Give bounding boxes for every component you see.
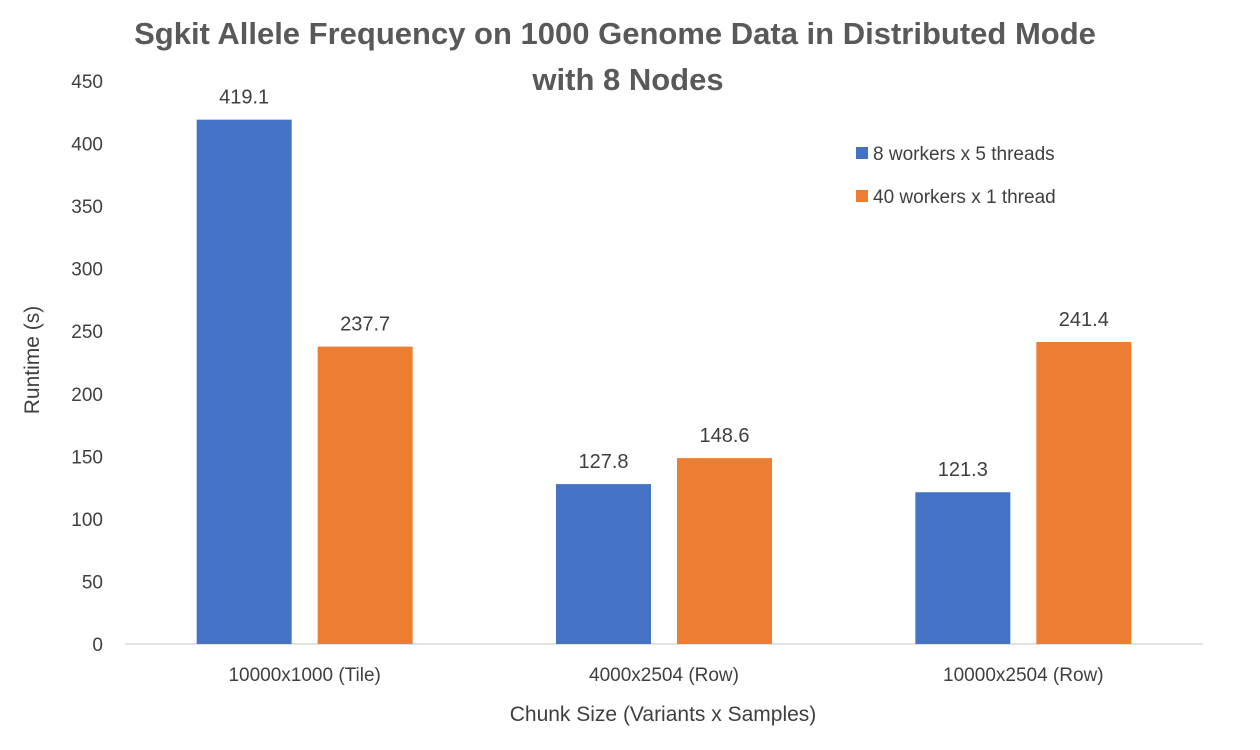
chart-title-line-2: with 8 Nodes bbox=[531, 62, 723, 97]
legend-swatch bbox=[856, 190, 868, 202]
y-tick-label: 400 bbox=[71, 135, 103, 156]
y-tick-label: 300 bbox=[71, 260, 103, 281]
y-tick-label: 450 bbox=[71, 72, 103, 93]
y-tick-label: 200 bbox=[71, 385, 103, 406]
bar bbox=[915, 492, 1011, 644]
bar bbox=[196, 119, 292, 645]
y-tick-label: 150 bbox=[71, 447, 103, 468]
x-tick-label: 10000x1000 (Tile) bbox=[228, 665, 380, 686]
y-tick-label: 350 bbox=[71, 197, 103, 218]
y-axis-title: Runtime (s) bbox=[21, 306, 44, 415]
bar bbox=[677, 458, 772, 644]
chart-title: Sgkit Allele Frequency on 1000 Genome Da… bbox=[134, 16, 1096, 97]
data-label: 419.1 bbox=[219, 87, 269, 109]
data-label: 121.3 bbox=[938, 459, 988, 481]
legend-swatch bbox=[856, 147, 868, 159]
x-axis-title: Chunk Size (Variants x Samples) bbox=[510, 703, 817, 726]
legend-label: 40 workers x 1 thread bbox=[873, 187, 1056, 208]
bar bbox=[317, 346, 413, 644]
legend-label: 8 workers x 5 threads bbox=[873, 144, 1055, 165]
bar bbox=[556, 484, 651, 644]
data-label: 241.4 bbox=[1059, 309, 1109, 331]
y-tick-label: 250 bbox=[71, 322, 103, 343]
x-tick-label: 4000x2504 (Row) bbox=[589, 665, 739, 686]
bar bbox=[1036, 341, 1132, 644]
y-tick-label: 100 bbox=[71, 510, 103, 531]
y-tick-label: 0 bbox=[92, 635, 103, 656]
data-label: 237.7 bbox=[340, 314, 390, 336]
y-tick-label: 50 bbox=[82, 572, 103, 593]
x-tick-label: 10000x2504 (Row) bbox=[943, 665, 1104, 686]
plot-area: 0 50 100 150 200 250 300 350 400 450 419.1 237.7 100… bbox=[71, 72, 1203, 686]
legend: 8 workers x 5 threads 40 workers x 1 thre… bbox=[856, 144, 1056, 208]
data-label: 148.6 bbox=[699, 425, 749, 447]
data-label: 127.8 bbox=[578, 451, 628, 473]
chart-title-line-1: Sgkit Allele Frequency on 1000 Genome Da… bbox=[134, 16, 1096, 51]
